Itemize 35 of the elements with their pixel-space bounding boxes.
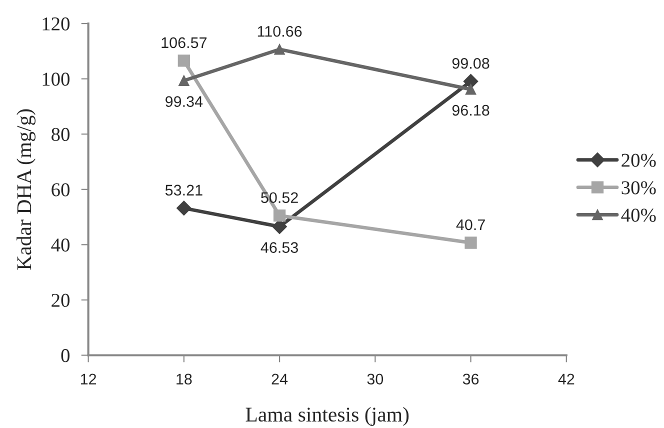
data-label: 46.53 [260,242,298,253]
point [178,75,190,86]
data-label: 40.7 [456,219,485,230]
y-tick-label: 60 [52,183,70,196]
point [176,200,192,216]
x-tick-label: 24 [272,374,288,384]
legend-label: 20% [622,154,656,167]
data-label: 96.18 [452,104,490,116]
point [463,74,478,89]
x-tick-label: 42 [558,374,574,384]
y-tick-label: 20 [52,294,70,307]
x-tick-label: 12 [80,374,96,384]
data-label: 53.21 [165,184,202,196]
y-tick-label: 80 [52,128,70,142]
legend-label: 40% [621,208,656,222]
point [178,54,190,67]
x-tick-label: 30 [367,374,384,385]
point [274,44,285,55]
y-axis-title: Kadar DHA (mg/g) [16,109,36,270]
y-tick-label: 40 [51,238,70,252]
x-tick-label: 36 [462,374,479,385]
data-label: 99.34 [166,96,203,107]
legend-label: 30% [622,181,656,194]
point [464,236,477,249]
x-tick-label: 18 [176,374,192,385]
y-tick-label: 0 [61,349,70,362]
point [465,84,476,95]
data-label: 110.66 [258,26,302,37]
data-label: 106.57 [162,37,207,48]
data-label: 99.08 [452,58,490,69]
y-tick-label: 100 [42,72,70,86]
x-axis-title: Lama sintesis (jam) [246,406,409,426]
data-label: 50.52 [261,192,298,204]
y-tick-label: 120 [42,17,70,30]
point [273,210,286,222]
